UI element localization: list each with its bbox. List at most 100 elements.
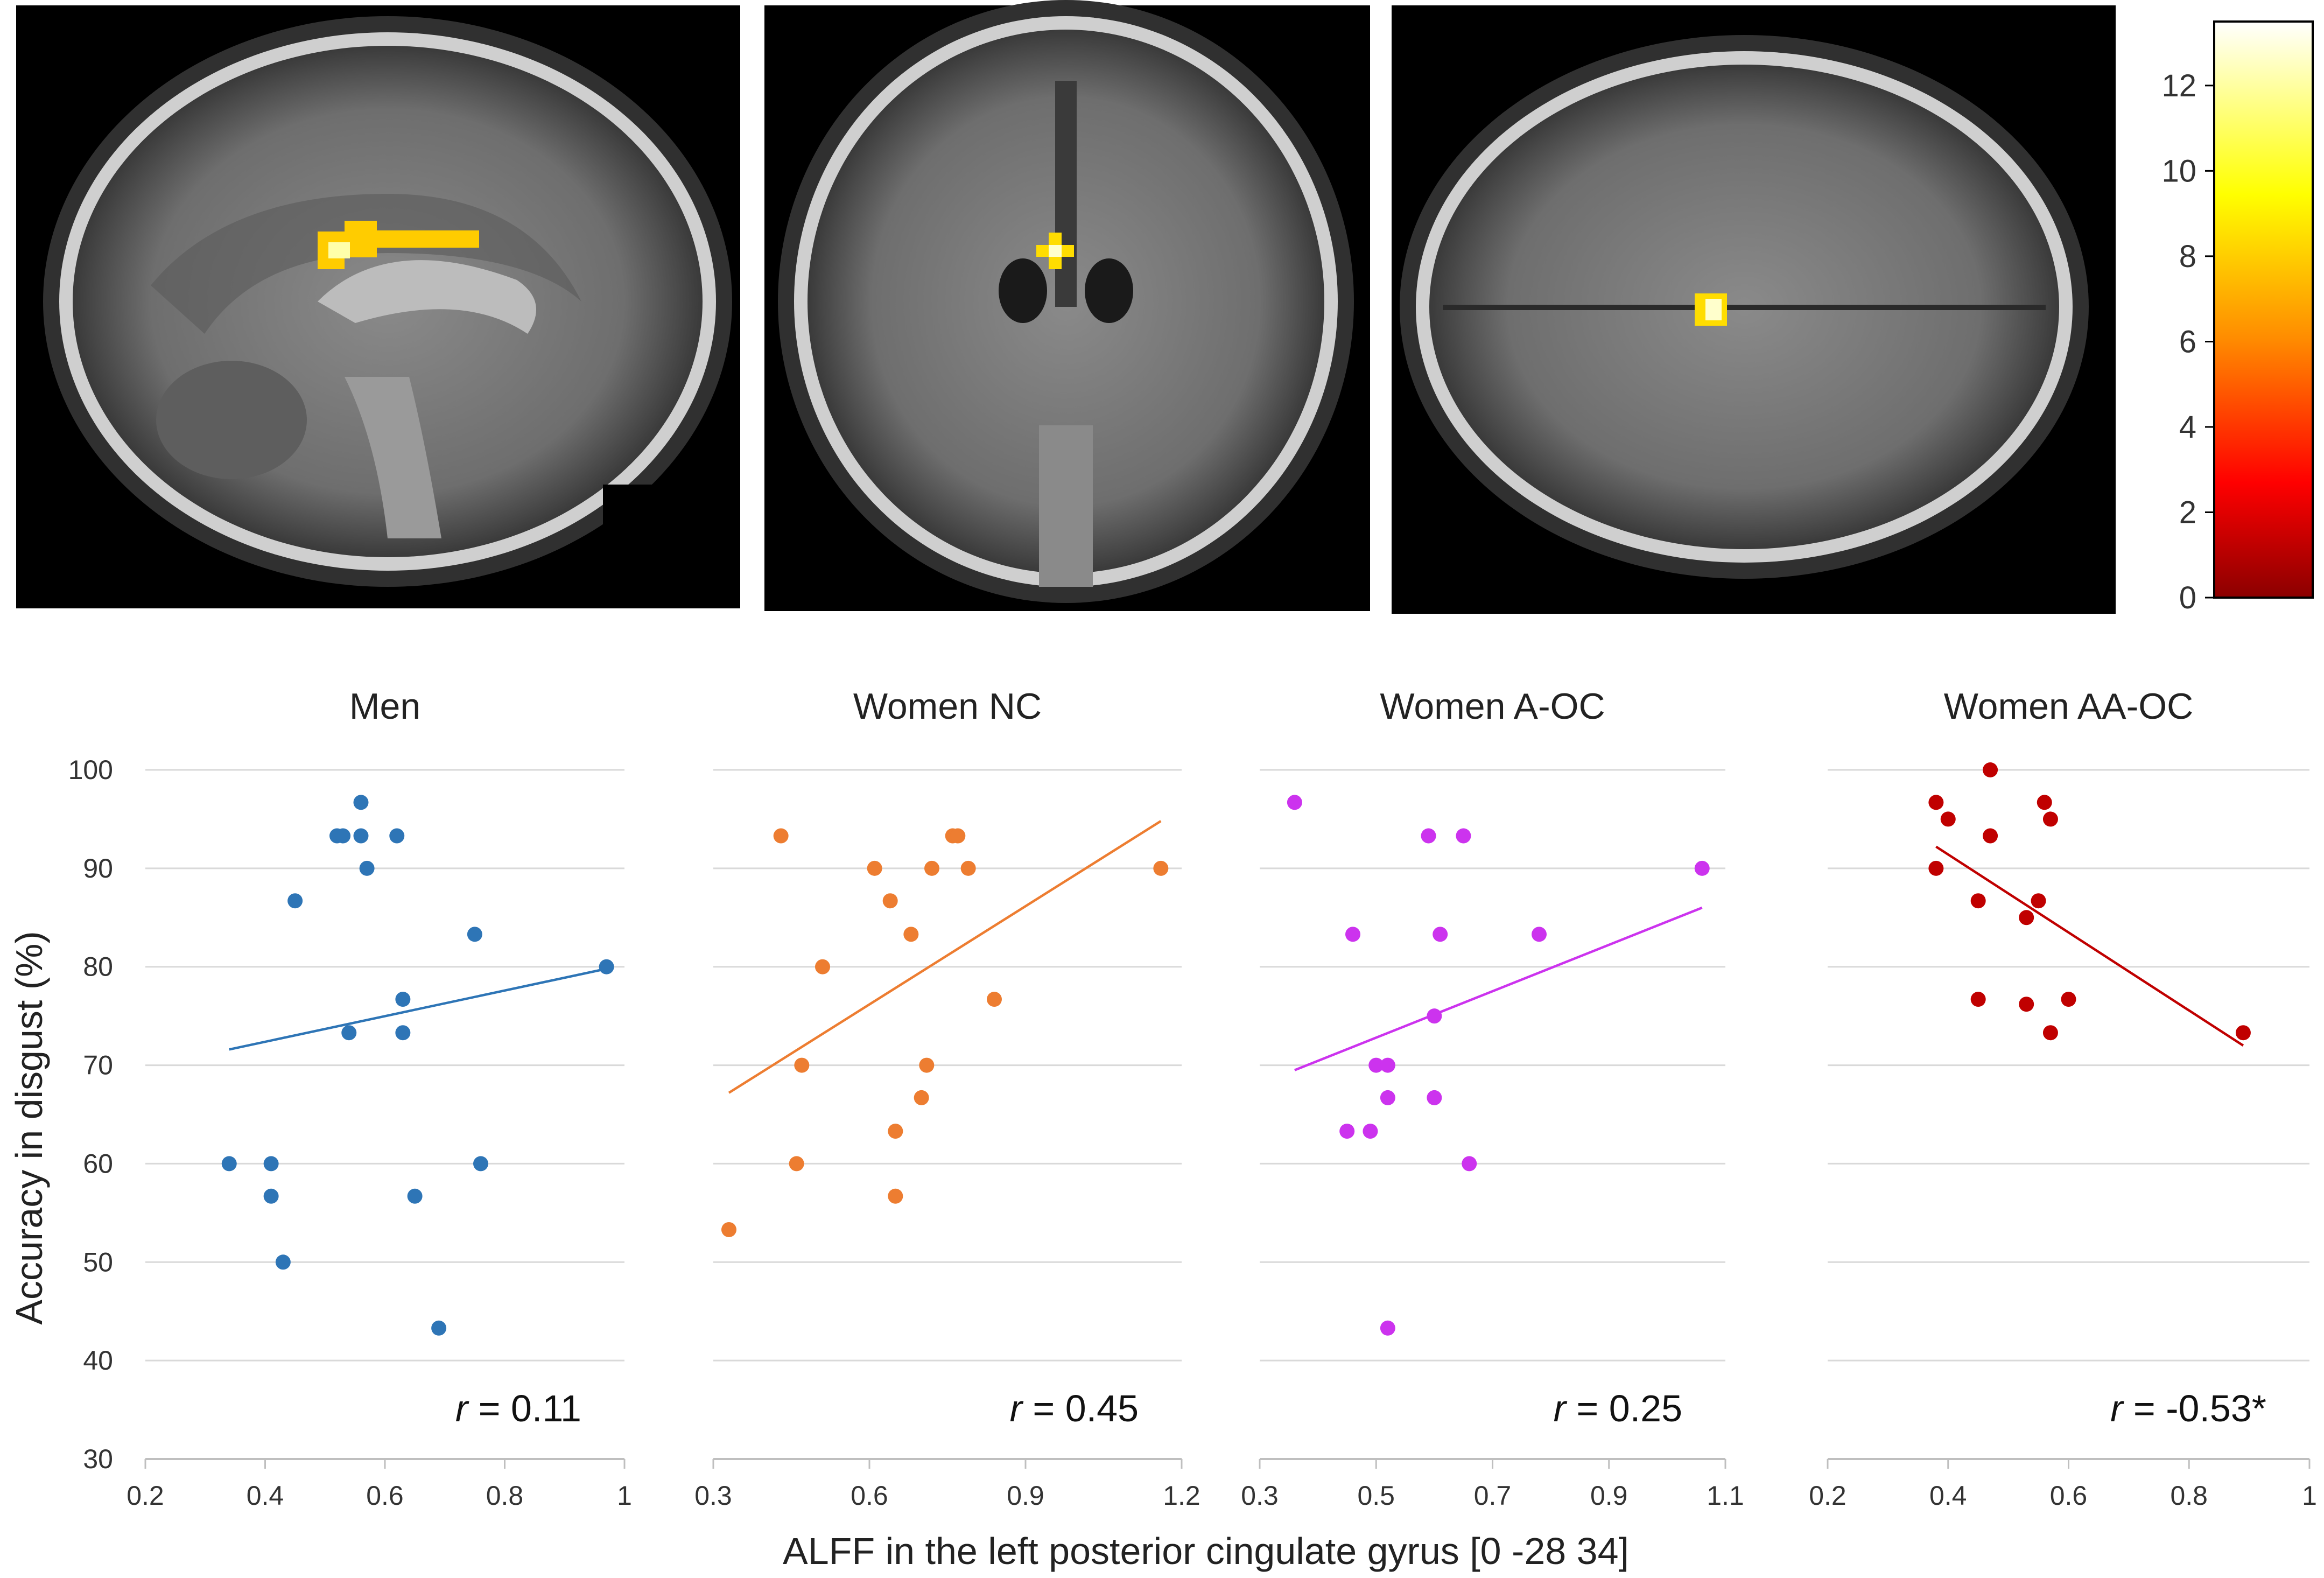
- x-tick-label: 1: [617, 1481, 632, 1511]
- data-point: [2061, 992, 2076, 1007]
- data-point: [888, 1124, 903, 1139]
- data-point: [1694, 860, 1710, 876]
- correlation-label: r = -0.53*: [2110, 1387, 2266, 1429]
- data-point: [1532, 927, 1547, 942]
- data-point: [1928, 860, 1944, 876]
- correlation-value: = 0.11: [468, 1387, 581, 1429]
- panel-title: Women AA-OC: [1944, 686, 2194, 727]
- data-point: [924, 860, 939, 876]
- x-tick-label: 0.3: [694, 1481, 732, 1511]
- data-point: [914, 1090, 929, 1105]
- correlation-label: r = 0.11: [455, 1387, 581, 1429]
- data-point: [1970, 992, 1986, 1007]
- data-point: [2042, 1025, 2058, 1041]
- data-point: [263, 1156, 279, 1172]
- correlation-value: = 0.25: [1566, 1387, 1682, 1429]
- scatter-panel: 0.3 0.6 0.9 1.2 Women NC r = 0.45: [694, 686, 1200, 1511]
- trend-line: [728, 820, 1162, 1094]
- data-point: [815, 959, 830, 974]
- trend-line: [1935, 845, 2244, 1047]
- y-tick-label: 60: [83, 1148, 113, 1179]
- right-ventricle: [1085, 258, 1133, 323]
- activation-cluster: [318, 221, 479, 269]
- data-point: [407, 1188, 423, 1204]
- cortex-fold: [151, 194, 581, 334]
- correlation-symbol: r: [2110, 1387, 2124, 1429]
- data-point: [335, 828, 351, 844]
- corpus-callosum: [318, 260, 536, 334]
- y-tick-label: 100: [68, 755, 113, 785]
- correlation-label: r = 0.45: [1010, 1387, 1139, 1429]
- data-point: [960, 860, 976, 876]
- trend-line: [1294, 906, 1703, 1071]
- data-point: [1368, 1057, 1384, 1073]
- data-point: [1462, 1156, 1477, 1172]
- data-point: [599, 959, 614, 974]
- neck-dark: [603, 485, 740, 608]
- y-axis-ticks: 30 40 50 60 70 80 90 100: [68, 755, 113, 1474]
- data-point: [1421, 828, 1436, 844]
- scatter-panels: 0.2 0.4 0.6 0.8 1 Men r = 0.11 0.3 0.6 0.9 1.2 Wome…: [127, 686, 2317, 1511]
- data-point: [867, 860, 882, 876]
- colorbar-gradient: [2213, 20, 2314, 599]
- data-point: [359, 860, 375, 876]
- x-tick-label: 0.3: [1241, 1481, 1279, 1511]
- data-point: [1345, 927, 1360, 942]
- colorbar-tick-label: 12: [2161, 68, 2196, 103]
- correlation-symbol: r: [455, 1387, 469, 1429]
- colorbar-ticks: 0 2 4 6 8 10 12: [2161, 68, 2214, 615]
- data-point: [2019, 997, 2034, 1012]
- data-point: [221, 1156, 237, 1172]
- data-point: [263, 1188, 279, 1204]
- data-point: [773, 828, 789, 844]
- correlation-label: r = 0.25: [1554, 1387, 1682, 1429]
- brainstem: [345, 377, 441, 538]
- data-point: [467, 927, 482, 942]
- colorbar-tick-label: 4: [2179, 410, 2196, 445]
- data-point: [1983, 762, 1998, 777]
- colorbar: 0 2 4 6 8 10 12: [2161, 20, 2314, 615]
- x-tick-label: 0.2: [127, 1481, 164, 1511]
- data-point: [950, 828, 966, 844]
- brainstem: [1039, 425, 1093, 587]
- cerebellum: [156, 361, 307, 479]
- data-point: [1380, 1320, 1395, 1336]
- data-point: [353, 795, 369, 810]
- data-point: [888, 1188, 903, 1204]
- data-point: [1928, 795, 1944, 810]
- data-point: [987, 992, 1002, 1007]
- data-point: [1380, 1090, 1395, 1105]
- y-tick-label: 90: [83, 853, 113, 883]
- y-tick-label: 80: [83, 952, 113, 982]
- data-point: [287, 893, 303, 909]
- x-tick-label: 0.5: [1357, 1481, 1395, 1511]
- x-axis-label: ALFF in the left posterior cingulate gyr…: [783, 1530, 1629, 1572]
- left-ventricle: [999, 258, 1047, 323]
- x-tick-label: 1: [2302, 1481, 2317, 1511]
- x-tick-label: 0.7: [1474, 1481, 1512, 1511]
- data-point: [1970, 893, 1986, 909]
- data-point: [395, 992, 411, 1007]
- data-point: [275, 1254, 291, 1270]
- data-point: [1427, 1008, 1442, 1024]
- panel-title: Women A-OC: [1380, 686, 1605, 727]
- colorbar-tick-label: 6: [2179, 324, 2196, 359]
- data-point: [919, 1057, 935, 1073]
- sagittal-brain-view: [16, 5, 740, 608]
- x-tick-label: 0.8: [2170, 1481, 2208, 1511]
- colorbar-tick-label: 8: [2179, 239, 2196, 274]
- midline: [1055, 81, 1077, 307]
- interhemispheric-fissure: [1443, 305, 2046, 310]
- y-tick-label: 50: [83, 1247, 113, 1277]
- data-point: [2019, 910, 2034, 925]
- data-point: [721, 1222, 736, 1237]
- x-tick-label: 0.2: [1809, 1481, 1846, 1511]
- x-tick-label: 0.4: [1929, 1481, 1967, 1511]
- colorbar-tick-label: 10: [2161, 153, 2196, 188]
- data-point: [389, 828, 405, 844]
- x-tick-label: 0.6: [366, 1481, 404, 1511]
- panel-title: Men: [349, 686, 420, 727]
- x-tick-label: 0.8: [486, 1481, 524, 1511]
- activation-peak: [1705, 299, 1722, 320]
